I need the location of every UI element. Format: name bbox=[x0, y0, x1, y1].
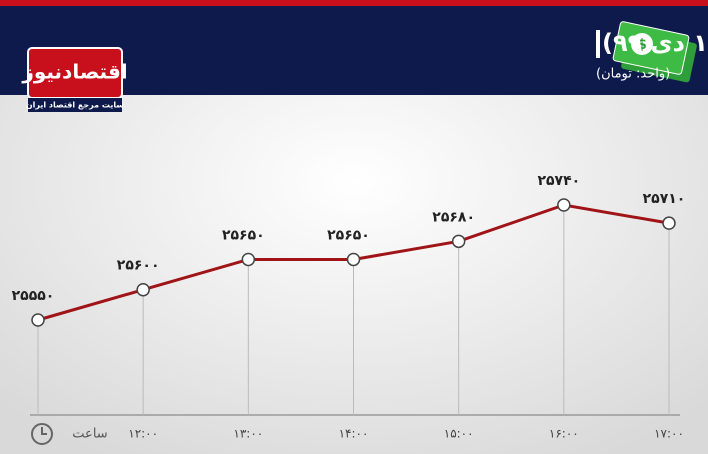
money-icon: $ bbox=[612, 21, 697, 83]
data-point bbox=[31, 313, 45, 327]
data-point bbox=[557, 198, 571, 212]
logo-text: اقتصادنیوز bbox=[21, 60, 127, 84]
title-bar bbox=[596, 30, 600, 58]
title: روند بهای دلار (یکشنبه ۱۴ دی ۹۹) bbox=[602, 29, 708, 57]
x-tick-label: ۱۴:۰۰ bbox=[339, 427, 369, 441]
logo-strip bbox=[28, 98, 122, 112]
data-label: ۲۵۶۵۰ bbox=[222, 227, 265, 243]
data-label: ۲۵۷۴۰ bbox=[537, 173, 580, 189]
x-tick-label: ۱۵:۰۰ bbox=[444, 427, 474, 441]
x-tick-label: ۱۶:۰۰ bbox=[549, 427, 579, 441]
x-axis-label: ساعت bbox=[72, 427, 107, 442]
top-stripe bbox=[0, 0, 708, 6]
data-point bbox=[241, 252, 256, 267]
x-tick-label: ۱۳:۰۰ bbox=[233, 427, 263, 441]
subtitle: (واحد: تومان) bbox=[596, 67, 670, 82]
data-label: ۲۵۶۵۰ bbox=[327, 227, 370, 243]
data-point bbox=[662, 216, 676, 230]
data-point bbox=[346, 252, 361, 267]
data-label: ۲۵۶۰۰ bbox=[117, 258, 160, 274]
svg-text:$: $ bbox=[637, 37, 647, 53]
x-tick-label: ۱۷:۰۰ bbox=[654, 427, 684, 441]
x-tick-label: ۱۲:۰۰ bbox=[128, 427, 158, 441]
data-label: ۲۵۵۵۰ bbox=[12, 288, 55, 304]
data-label: ۲۵۶۸۰ bbox=[432, 209, 475, 225]
data-point bbox=[451, 234, 466, 249]
logo-tagline: سایت مرجع اقتصاد ایران bbox=[26, 101, 125, 110]
clock-icon bbox=[31, 423, 53, 445]
data-label: ۲۵۷۱۰ bbox=[643, 191, 686, 207]
data-point bbox=[136, 282, 150, 297]
